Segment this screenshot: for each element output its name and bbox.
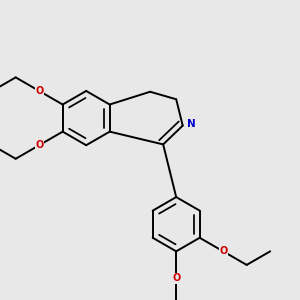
Text: O: O: [35, 140, 43, 150]
Text: O: O: [219, 246, 227, 256]
Text: O: O: [172, 274, 180, 284]
Text: N: N: [187, 119, 196, 129]
Text: O: O: [35, 86, 43, 96]
